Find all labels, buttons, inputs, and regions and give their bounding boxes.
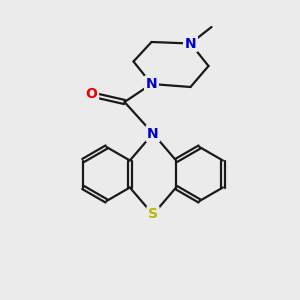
Text: N: N [146,77,157,91]
Text: S: S [148,208,158,221]
Text: N: N [185,37,196,50]
Text: O: O [85,88,98,101]
Text: N: N [147,127,159,140]
